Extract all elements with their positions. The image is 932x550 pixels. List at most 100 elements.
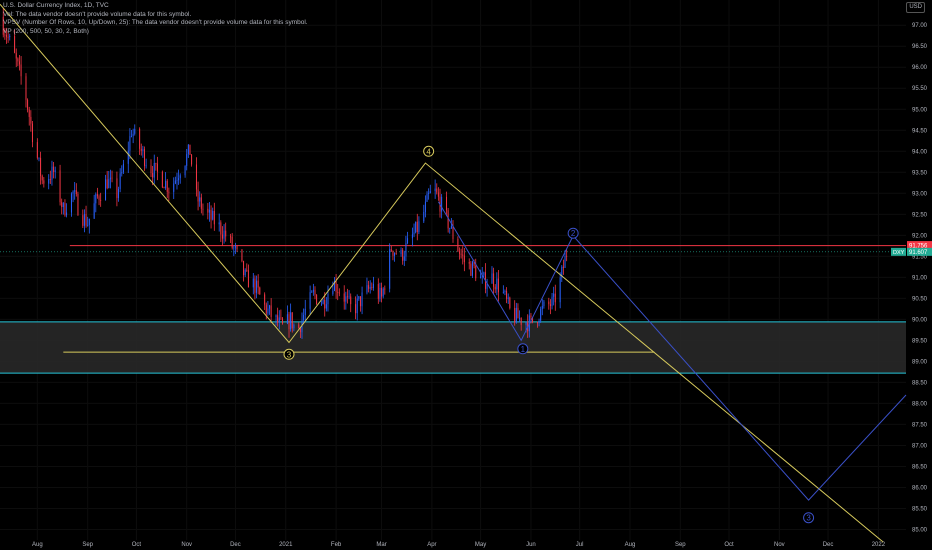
candle-body [303,314,305,320]
candle-body [457,238,459,252]
y-tick-label: 90.00 [912,317,928,323]
vpsv-indicator-note[interactable]: VPSV (Number Of Rows, 10, Up/Down, 25): … [3,19,308,27]
candle-body [382,288,384,297]
indicator-legend: U.S. Dollar Currency Index, 1D, TVC Vol:… [3,2,308,36]
candle-body [176,180,178,182]
candle-body [212,210,214,220]
candle-body [322,299,324,304]
candle-body [213,210,215,225]
candle-body [394,253,396,256]
candle-body [502,291,504,293]
candle-body [40,157,42,177]
candle-body [335,280,337,292]
candle-body [186,154,188,166]
candle-body [293,324,295,329]
candle-body [127,150,129,164]
candle-body [514,307,516,323]
vol-indicator-note[interactable]: Vol: The data vendor doesn't provide vol… [3,10,192,18]
candle-body [93,203,95,219]
candle-body [371,287,373,288]
y-tick-label: 87.50 [912,422,928,428]
candle-body [72,191,74,194]
symbol-title[interactable]: U.S. Dollar Currency Index, 1D, TVC [3,2,109,9]
candle-body [493,273,495,287]
candle-body [15,52,17,59]
candle-body [324,299,326,309]
candle-body [426,194,428,202]
candle-body [333,280,335,291]
candle-body [449,228,451,230]
wave-label-circle [803,512,815,524]
candle-body [265,304,267,314]
zone-rect [0,321,906,374]
candle-body [129,136,131,151]
candle-body [187,144,189,155]
candle-body [163,187,165,189]
candle-body [14,36,16,53]
candle-body [462,254,464,256]
candle-body [536,322,538,323]
x-tick-label: Nov [774,542,785,548]
y-tick-label: 91.00 [912,275,928,281]
candle-body [282,318,284,324]
candle-body [368,285,370,289]
candle-body [446,196,448,211]
candle-body [411,234,413,239]
candle-body [165,180,167,189]
candle-body [483,272,485,276]
currency-badge[interactable]: USD [906,2,925,13]
horizontal-levels [0,245,906,353]
candle-body [256,280,258,293]
x-tick-label: Oct [132,542,142,548]
candle-body [95,194,97,204]
candle-body [491,273,493,284]
time-axis[interactable]: Aug Sep Oct Nov Dec 2021 Feb Mar Apr May Jun Jul Aug… [32,542,886,548]
candle-body [98,196,100,200]
candle-body [152,173,154,178]
candle-body [369,287,371,289]
wave-label-circle [567,227,579,239]
x-tick-label: Apr [427,542,436,548]
candle-body [423,211,425,222]
x-tick-label: Mar [376,542,386,548]
candle-body [199,197,201,202]
vp-indicator-note[interactable]: VP (200, 500, 50, 30, 2, Both) [3,27,89,35]
candle-body [207,208,209,213]
candle-body [156,163,158,172]
x-tick-label: Oct [724,542,734,548]
yellow-wave-path [0,3,884,543]
y-tick-label: 88.00 [912,401,928,407]
wave-label-circle [423,145,435,157]
candle-body [100,199,102,201]
candle-body [405,243,407,257]
y-tick-label: 94.50 [912,128,928,134]
candle-body [350,296,352,305]
candle-body [83,213,85,226]
candle-body [564,255,566,268]
candle-body [392,250,394,256]
x-tick-label: 2022 [872,542,886,548]
candle-body [168,191,170,193]
candle-body [223,230,225,239]
candle-body [559,277,561,303]
candle-body [118,188,120,199]
candle-body [121,172,123,174]
candle-body [389,249,391,289]
candle-body [343,293,345,302]
candle-body [473,261,475,266]
candle-body [18,61,20,65]
candle-body [134,128,136,134]
candle-body [119,173,121,189]
candle-body [178,178,180,181]
candle-body [540,308,542,321]
candle-body [355,304,357,314]
candle-body [566,255,568,257]
candle-body [197,189,199,202]
candle-body [64,202,66,216]
candle-body [43,180,45,184]
price-axis[interactable]: 97.00 96.50 96.00 95.50 95.00 94.50 94.00 93.50… [891,23,932,533]
candle-body [325,304,327,309]
candle-body [142,149,144,151]
candle-body [497,278,499,293]
